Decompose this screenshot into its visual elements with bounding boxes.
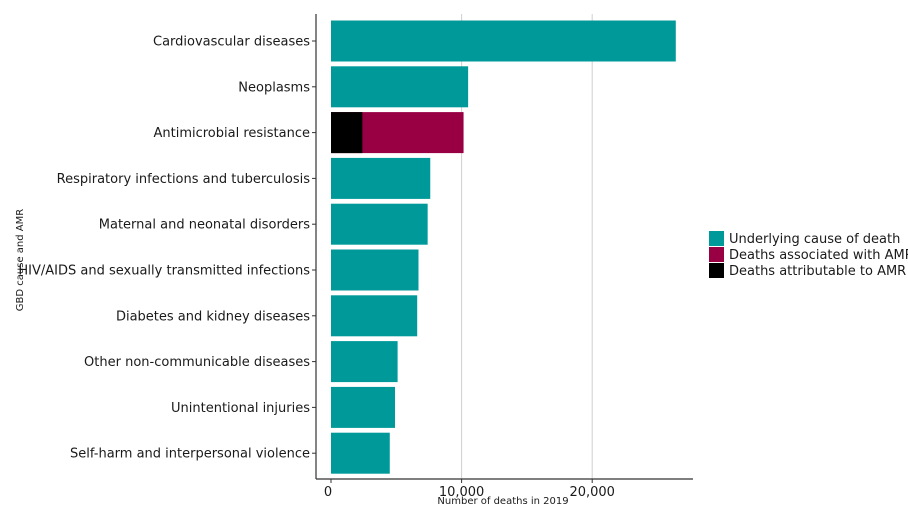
x-axis-title: Number of deaths in 2019: [437, 496, 568, 506]
gridlines: [461, 14, 593, 479]
y-tick-label: Maternal and neonatal disorders: [99, 218, 310, 233]
y-tick-label: Cardiovascular diseases: [153, 35, 310, 50]
y-tick-label: Neoplasms: [238, 80, 310, 95]
bars: [331, 20, 676, 474]
bar: [331, 112, 363, 154]
axes: [312, 14, 693, 483]
legend-swatch: [709, 247, 724, 262]
y-tick-label: Other non-communicable diseases: [84, 355, 310, 370]
legend-label: Deaths attributable to AMR: [729, 264, 906, 279]
legend-label: Underlying cause of death: [729, 232, 900, 247]
bar: [331, 157, 431, 199]
bar: [331, 20, 676, 62]
legend-swatch: [709, 231, 724, 246]
y-tick-label: Unintentional injuries: [171, 401, 310, 416]
bar: [331, 432, 390, 474]
y-tick-labels: Cardiovascular diseases Neoplasms Antimicr…: [18, 35, 310, 462]
bar: [331, 249, 419, 291]
bar: [331, 386, 395, 428]
y-axis-title: GBD cause and AMR: [15, 209, 26, 311]
bar: [331, 203, 428, 245]
x-tick-label: 20,000: [569, 485, 615, 500]
x-tick-label: 10,000: [439, 485, 485, 500]
bar: [331, 295, 418, 337]
legend-label: Deaths associated with AMR: [729, 248, 908, 263]
legend-swatch: [709, 263, 724, 278]
x-tick-label: 0: [324, 485, 332, 500]
y-tick-label: HIV/AIDS and sexually transmitted infect…: [18, 264, 310, 279]
bar: [331, 66, 469, 108]
y-tick-label: Respiratory infections and tuberculosis: [57, 172, 311, 187]
bar: [331, 341, 398, 383]
y-tick-label: Diabetes and kidney diseases: [116, 309, 310, 324]
y-tick-label: Self-harm and interpersonal violence: [70, 447, 310, 462]
x-tick-labels: 0 10,000 20,000: [324, 485, 615, 500]
y-tick-label: Antimicrobial resistance: [153, 126, 310, 141]
